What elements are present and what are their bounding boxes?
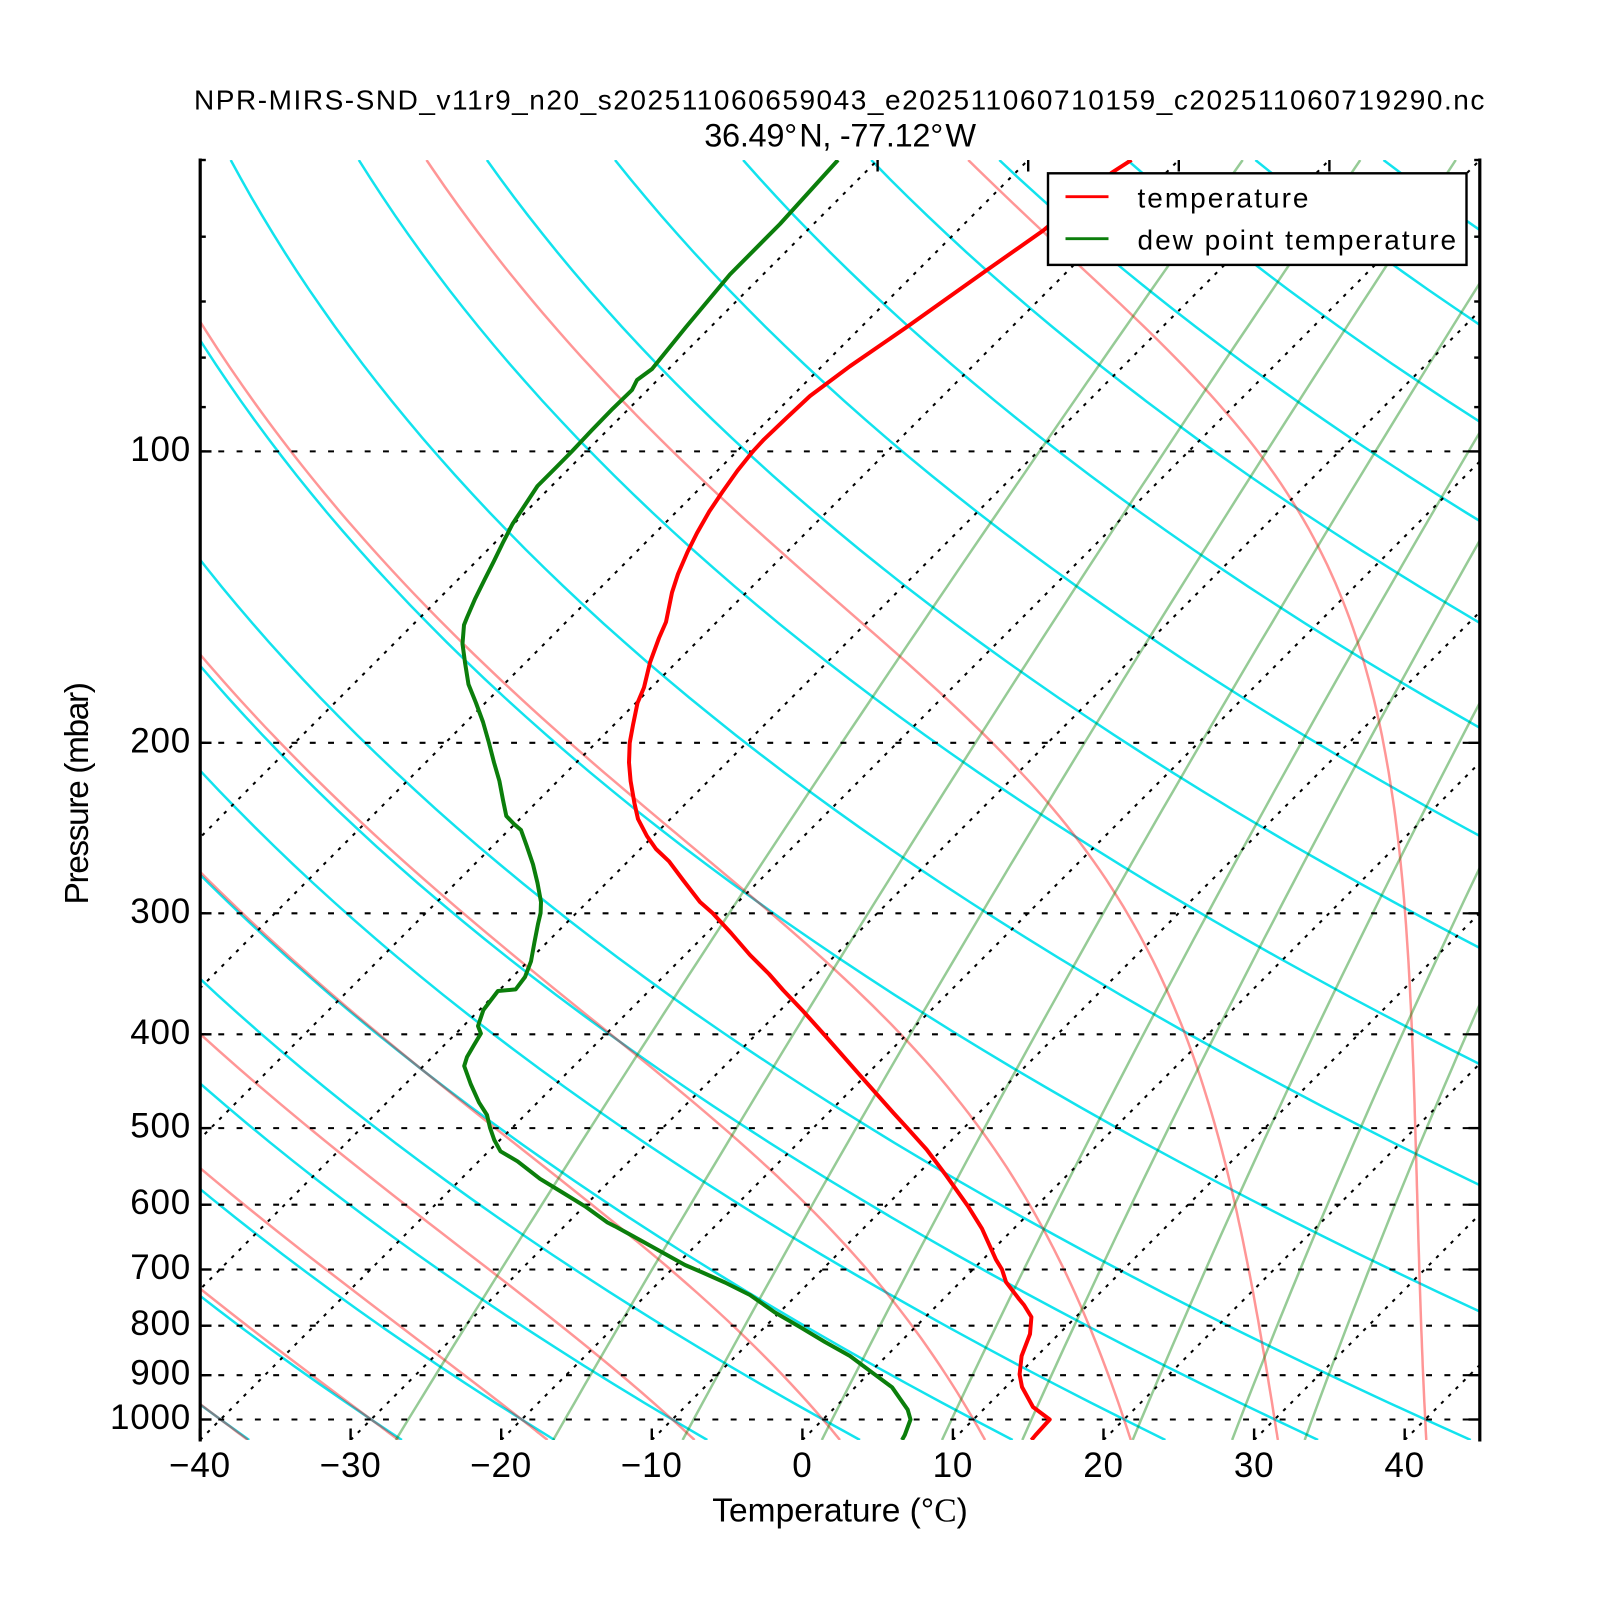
svg-text:700: 700 (130, 1248, 191, 1287)
svg-text:40: 40 (1384, 1446, 1425, 1485)
svg-text:600: 600 (130, 1183, 191, 1222)
svg-text:200: 200 (130, 721, 191, 760)
svg-text:900: 900 (130, 1354, 191, 1393)
svg-text:300: 300 (130, 892, 191, 931)
svg-text:1000: 1000 (110, 1398, 191, 1437)
svg-text:10: 10 (933, 1446, 974, 1485)
svg-text:dew point temperature: dew point temperature (1138, 225, 1459, 256)
svg-text:−30: −30 (320, 1446, 382, 1485)
svg-text:−40: −40 (169, 1446, 231, 1485)
svg-text:0: 0 (792, 1446, 812, 1485)
svg-text:100: 100 (130, 430, 191, 469)
svg-text:Temperature (°C): Temperature (°C) (712, 1493, 967, 1530)
svg-text:temperature: temperature (1138, 183, 1311, 214)
svg-text:500: 500 (130, 1107, 191, 1146)
svg-text:NPR-MIRS-SND_v11r9_n20_s202511: NPR-MIRS-SND_v11r9_n20_s202511060659043_… (194, 85, 1486, 116)
svg-text:Pressure (mbar): Pressure (mbar) (59, 683, 96, 904)
svg-text:−10: −10 (621, 1446, 683, 1485)
svg-text:−20: −20 (470, 1446, 532, 1485)
svg-text:20: 20 (1083, 1446, 1124, 1485)
svg-text:800: 800 (130, 1304, 191, 1343)
svg-text:400: 400 (130, 1013, 191, 1052)
svg-text:36.49° N, -77.12° W: 36.49° N, -77.12° W (704, 118, 976, 154)
svg-text:30: 30 (1234, 1446, 1275, 1485)
